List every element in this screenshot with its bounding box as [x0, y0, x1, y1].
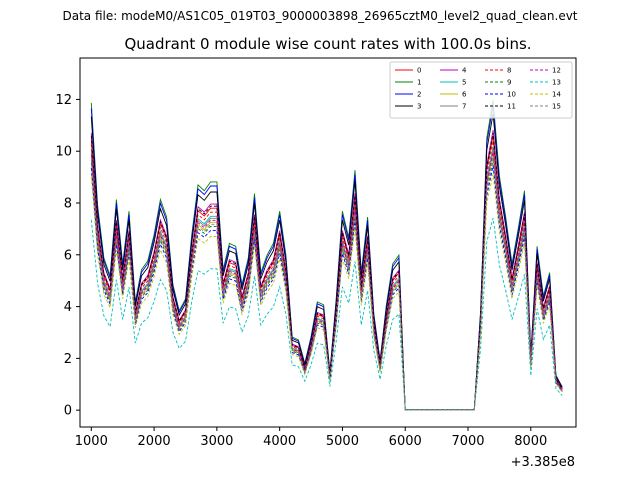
x-tick-label: 8000 — [514, 434, 547, 449]
x-tick-label: 7000 — [451, 434, 484, 449]
legend-label-6: 6 — [462, 91, 467, 99]
x-tick-label: 1000 — [75, 434, 108, 449]
legend-label-7: 7 — [462, 103, 466, 111]
plot-lines — [90, 99, 563, 411]
x-tick-label: 2000 — [138, 434, 171, 449]
legend-label-1: 1 — [417, 79, 421, 87]
y-tick-label: 12 — [55, 93, 72, 108]
legend-label-9: 9 — [507, 79, 511, 87]
y-tick-label: 2 — [64, 352, 72, 367]
legend-label-11: 11 — [507, 103, 516, 111]
legend-box — [389, 61, 573, 119]
x-tick-label: 3000 — [200, 434, 233, 449]
y-axis: 0 2 4 6 8 10 12 — [55, 93, 80, 419]
x-axis: 1000 2000 3000 4000 5000 6000 7000 8000 — [75, 427, 547, 449]
chart-title: Quadrant 0 module wise count rates with … — [124, 35, 531, 53]
y-tick-label: 4 — [64, 300, 72, 315]
legend-label-15: 15 — [552, 103, 561, 111]
legend-label-0: 0 — [417, 67, 421, 75]
legend-label-12: 12 — [552, 67, 561, 75]
x-tick-label: 5000 — [326, 434, 359, 449]
y-tick-label: 8 — [64, 197, 72, 212]
series-15-line — [90, 157, 563, 411]
y-tick-label: 0 — [64, 404, 72, 419]
axes-frame — [79, 57, 577, 428]
legend-label-2: 2 — [417, 91, 421, 99]
legend-label-13: 13 — [552, 79, 561, 87]
legend-label-8: 8 — [507, 67, 511, 75]
legend-label-10: 10 — [507, 91, 516, 99]
y-tick-label: 10 — [55, 145, 72, 160]
x-tick-label: 4000 — [263, 434, 296, 449]
x-tick-label: 6000 — [389, 434, 422, 449]
legend-label-3: 3 — [417, 103, 421, 111]
suptitle: Data file: modeM0/AS1C05_019T03_90000038… — [62, 9, 577, 23]
legend-label-5: 5 — [462, 79, 466, 87]
x-offset-label: +3.385e8 — [511, 455, 575, 470]
legend-label-14: 14 — [552, 91, 561, 99]
y-tick-label: 6 — [64, 248, 72, 263]
legend-label-4: 4 — [462, 67, 467, 75]
